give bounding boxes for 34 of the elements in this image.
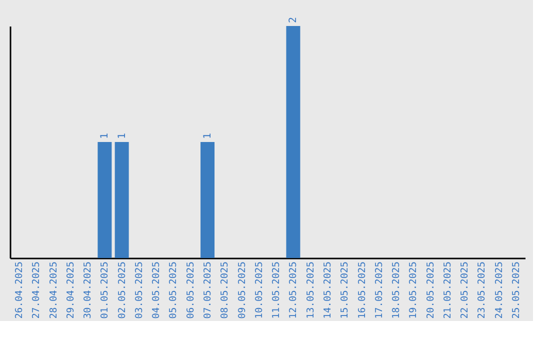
x-tick-label: 06.05.2025 (185, 262, 196, 319)
x-tick-label: 13.05.2025 (305, 262, 316, 319)
x-tick-label: 28.04.2025 (48, 262, 60, 319)
x-tick-label: 18.05.2025 (391, 262, 402, 319)
x-tick-label: 27.04.2025 (31, 262, 42, 319)
x-tick-label: 10.05.2025 (254, 262, 265, 319)
x-tick-label: 11.05.2025 (271, 262, 282, 319)
data-label: 1 (100, 132, 111, 139)
x-tick-label: 22.05.2025 (460, 262, 471, 319)
x-tick-label: 30.04.2025 (82, 262, 94, 319)
x-tick-label: 26.04.2025 (14, 262, 25, 319)
x-tick-label: 25.05.2025 (511, 262, 522, 319)
x-tick-label: 15.05.2025 (340, 262, 351, 319)
x-tick-label: 29.04.2025 (65, 262, 76, 319)
x-tick-label: 05.05.2025 (168, 262, 180, 319)
x-tick-label: 20.05.2025 (425, 262, 436, 319)
x-tick-label: 09.05.2025 (236, 262, 248, 319)
x-tick-label: 21.05.2025 (442, 262, 454, 319)
x-tick-label: 07.05.2025 (202, 262, 214, 319)
x-tick-label: 02.05.2025 (116, 262, 128, 319)
x-tick-label: 08.05.2025 (220, 262, 231, 319)
x-tick-label: 12.05.2025 (288, 262, 300, 319)
x-tick-label: 17.05.2025 (374, 262, 385, 319)
x-tick-label: 04.05.2025 (151, 262, 162, 319)
x-tick-label: 24.05.2025 (494, 262, 505, 319)
x-tick-label: 23.05.2025 (476, 262, 488, 319)
x-tick-label: 01.05.2025 (100, 262, 111, 319)
data-label: 1 (116, 132, 128, 139)
x-tick-label: 19.05.2025 (408, 262, 420, 319)
data-label: 2 (288, 16, 300, 23)
x-tick-label: 14.05.2025 (322, 262, 334, 319)
x-tick-label: 03.05.2025 (134, 262, 145, 319)
data-label: 1 (202, 132, 214, 139)
x-tick-label: 16.05.2025 (356, 262, 368, 319)
